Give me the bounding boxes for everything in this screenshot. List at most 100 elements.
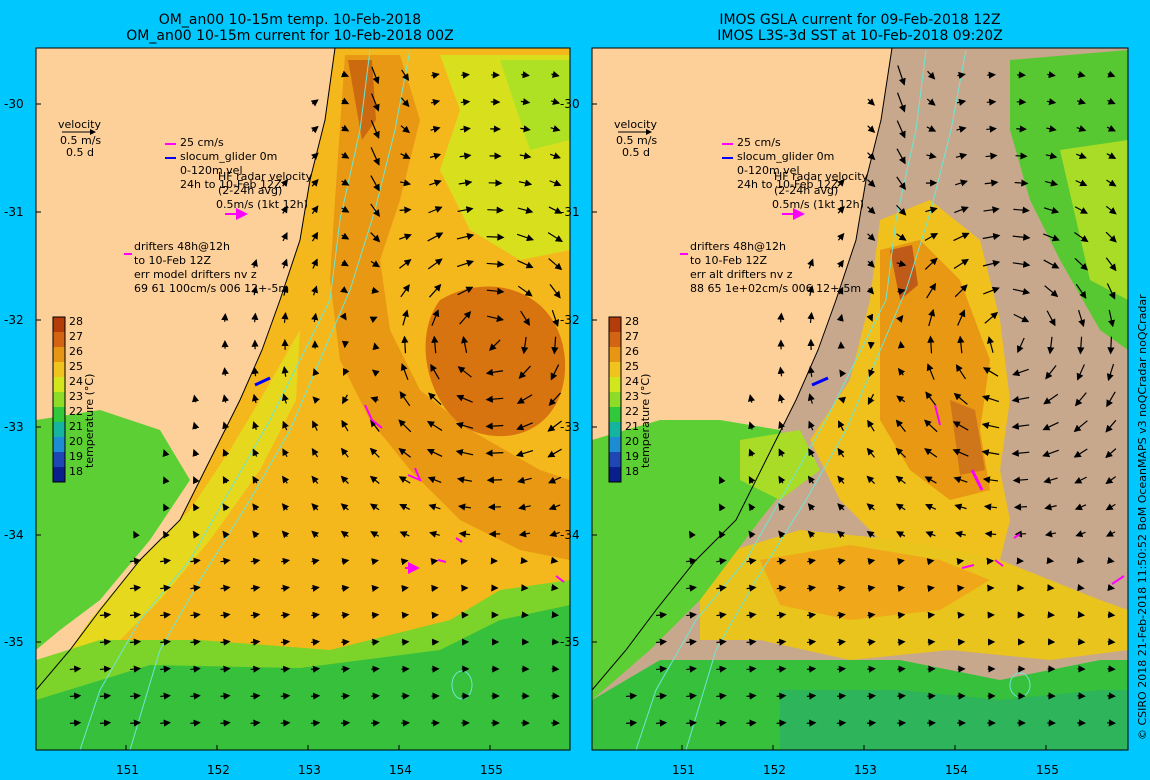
velocity-arrow (953, 476, 968, 484)
velocity-arrow (952, 448, 969, 457)
velocity-arrow (778, 503, 786, 512)
left-axes: -30 -31 -32 -33 -34 -35 151 152 153 154 155 (4, 97, 503, 777)
velocity-arrow (69, 665, 82, 673)
velocity-arrow (896, 531, 906, 538)
velocity-arrow (837, 447, 845, 458)
velocity-arrow (778, 448, 786, 457)
velocity-arrow (252, 421, 260, 430)
legend-drifters: drifters 48h@12h (690, 240, 786, 253)
colorbar-tick: 28 (625, 315, 639, 328)
velocity-arrow (1077, 336, 1085, 355)
velocity-arrow (927, 584, 935, 593)
velocity-arrow (399, 391, 411, 407)
colorbar-swatch (609, 467, 621, 482)
lon-tick-label: 153 (298, 763, 321, 777)
velocity-arrow (957, 71, 966, 79)
velocity-arrow (837, 584, 846, 592)
velocity-arrow (485, 422, 504, 430)
velocity-arrow (312, 420, 319, 431)
velocity-arrow (162, 476, 170, 485)
velocity-arrow (220, 611, 231, 619)
velocity-arrow (163, 503, 170, 512)
right-title-line1: IMOS GSLA current for 09-Feb-2018 12Z (719, 12, 1001, 28)
velocity-arrow (656, 611, 668, 619)
contour-ring (451, 670, 473, 700)
velocity-arrow (1012, 233, 1031, 241)
velocity-arrow (399, 233, 412, 241)
velocity-arrow (1047, 336, 1055, 355)
velocity-arrow (251, 393, 259, 404)
velocity-arrow (426, 420, 443, 431)
velocity-arrow (311, 258, 318, 269)
credit-text: © CSIRO 2018 21-Feb-2018 11:50:52 BoM Oc… (1136, 294, 1149, 740)
velocity-arrow (686, 719, 697, 727)
velocity-arrow (746, 719, 757, 727)
velocity-arrow (986, 125, 997, 133)
colorbar-tick: 24 (625, 375, 639, 388)
velocity-arrow (190, 665, 201, 673)
velocity-arrow (924, 448, 938, 458)
velocity-arrow (719, 476, 726, 485)
velocity-arrow (807, 311, 815, 324)
velocity-arrow (371, 665, 380, 673)
velocity-arrow (1105, 205, 1117, 215)
velocity-arrow (312, 396, 321, 405)
colorbar-swatch (609, 407, 621, 422)
velocity-arrow (867, 611, 876, 619)
velocity-arrow (399, 206, 412, 214)
legend-speed: 0.5 m/s (60, 134, 101, 147)
velocity-arrow (485, 449, 504, 457)
velocity-arrow (1011, 395, 1030, 403)
colorbar-swatch (53, 422, 65, 437)
velocity-arrow (1011, 422, 1030, 430)
velocity-arrow (486, 233, 505, 241)
velocity-arrow (518, 530, 531, 538)
velocity-arrow (718, 530, 726, 539)
velocity-arrow (220, 692, 231, 700)
colorbar-tick: 28 (69, 315, 83, 328)
colorbar-tick: 22 (69, 405, 83, 418)
velocity-arrow (401, 69, 410, 82)
velocity-arrow (69, 719, 82, 727)
legend-duration: 0.5 d (66, 146, 94, 159)
velocity-arrow (776, 557, 787, 565)
colorbar-tick: 20 (69, 435, 83, 448)
velocity-arrow (399, 258, 412, 269)
velocity-arrow (748, 448, 756, 457)
velocity-arrow (340, 70, 350, 78)
velocity-arrow (190, 692, 201, 700)
velocity-arrow (686, 692, 697, 700)
right-title-line2: IMOS L3S-3d SST at 10-Feb-2018 09:20Z (717, 28, 1003, 44)
velocity-arrow (1044, 530, 1057, 538)
velocity-arrow (924, 476, 937, 484)
velocity-arrow (250, 584, 261, 592)
velocity-arrow (1013, 503, 1027, 511)
velocity-arrow (190, 638, 201, 646)
velocity-arrow (1015, 152, 1028, 160)
velocity-arrow (686, 611, 697, 619)
velocity-arrow (987, 336, 994, 353)
velocity-arrow (895, 419, 906, 432)
velocity-arrow (221, 367, 229, 376)
velocity-arrow (341, 97, 350, 105)
coastline (592, 48, 893, 691)
velocity-arrow (836, 313, 844, 322)
velocity-arrow (518, 503, 531, 511)
velocity-arrow (341, 178, 350, 186)
velocity-arrow (686, 557, 698, 565)
velocity-arrow (430, 363, 440, 380)
velocity-arrow (282, 475, 290, 484)
left-velocity-vectors (69, 66, 563, 727)
velocity-arrow (956, 98, 967, 106)
velocity-arrow (1107, 97, 1116, 105)
velocity-arrow (401, 611, 410, 619)
velocity-arrow (1012, 287, 1031, 296)
velocity-arrow (776, 692, 787, 700)
velocity-arrow (716, 638, 727, 646)
right-panel-title: IMOS GSLA current for 09-Feb-2018 12Z IM… (650, 12, 1070, 44)
velocity-arrow (400, 125, 411, 134)
velocity-arrow (521, 71, 530, 79)
velocity-arrow (1106, 152, 1117, 159)
velocity-arrow (955, 179, 968, 187)
velocity-arrow (897, 367, 906, 376)
